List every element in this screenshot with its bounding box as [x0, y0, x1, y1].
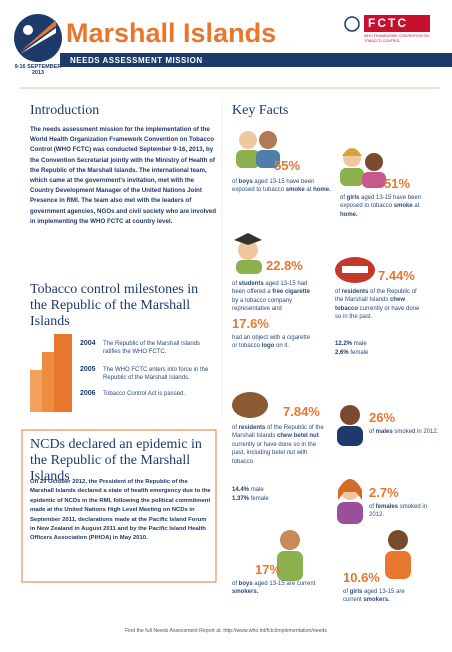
- fact-text: of males smoked in 2012.: [369, 428, 439, 436]
- text-run: of the Republic of the Marshall Islands: [335, 289, 417, 304]
- fact-value: 26%: [369, 410, 396, 425]
- milestone-year: 2006: [80, 390, 96, 397]
- text-run: boys: [238, 581, 253, 587]
- milestone-text: The Republic of the Marshall Islands rat…: [103, 341, 201, 356]
- text-run: of: [232, 581, 239, 587]
- breakdown-label: female: [250, 496, 269, 502]
- text-run: residents: [341, 289, 369, 295]
- text-run: aged 13-15 have been exposed to tobacco: [340, 195, 422, 210]
- text-run: on it.: [274, 343, 290, 350]
- text-run: females: [375, 504, 399, 510]
- fact-value: 17.6%: [232, 316, 269, 331]
- breakdown-value: 1.37%: [232, 496, 250, 502]
- fact-value: 17%: [255, 562, 282, 577]
- text-run: smoked in 2012.: [369, 504, 428, 519]
- breakdown: 2.6% female: [335, 349, 368, 357]
- section-title: Key Facts: [232, 103, 289, 118]
- text-run: chew tobacco: [335, 297, 406, 312]
- logo-caption: WHO FRAMEWORK CONVENTION ON TOBACCO CONT…: [364, 34, 429, 43]
- subtitle: NEEDS ASSESSMENT MISSION: [70, 56, 203, 65]
- text-run: by a tobacco company representative and: [232, 297, 293, 313]
- fact-text: of females smoked in 2012.: [369, 503, 439, 520]
- breakdown: 14.4% male: [232, 486, 264, 494]
- text-run: smoke: [285, 187, 305, 194]
- footer: Find the full Needs Assessment Report at…: [125, 628, 327, 634]
- fact-value: 7.44%: [378, 268, 415, 283]
- text-run: of: [232, 179, 239, 185]
- text-run: of: [232, 281, 239, 287]
- fact-value: 22.8%: [266, 258, 303, 273]
- fact-text: of residents of the Republic of the Mars…: [232, 424, 324, 466]
- fact-text: of boys aged 13-15 are current smokers.: [232, 580, 316, 597]
- text-run: of: [343, 589, 350, 595]
- breakdown-label: male: [250, 487, 264, 493]
- text-run: girls: [346, 195, 360, 201]
- section-title: NCDs declared an epidemic in the Republi…: [30, 437, 202, 484]
- breakdown-value: 12.2%: [335, 341, 353, 347]
- text-run: smokers.: [363, 597, 390, 604]
- text-run: logo: [261, 343, 275, 350]
- text-run: of: [335, 289, 342, 295]
- text-run: free cigarette: [272, 289, 310, 296]
- text-run: at: [304, 187, 314, 194]
- text-run: aged 13-15 are current: [343, 589, 405, 604]
- breakdown: 1.37% female: [232, 495, 269, 503]
- text-run: smoke: [393, 203, 413, 210]
- text-run: of the Republic of the Marshall Islands: [232, 425, 324, 440]
- text-run: currently or have done so in the past, i…: [232, 441, 317, 465]
- fact-value: 51%: [384, 176, 411, 191]
- text-run: aged 13-15 are current: [252, 581, 316, 587]
- milestone-text: The WHO FCTC enters into force in the Re…: [103, 367, 209, 382]
- text-run: of: [369, 429, 376, 435]
- text-run: males: [375, 429, 393, 435]
- breakdown-value: 2.6%: [335, 350, 349, 356]
- breakdown-label: male: [353, 341, 367, 347]
- text-run: chew betel nut: [277, 433, 319, 440]
- title: Marshall Islands: [66, 18, 277, 48]
- text-run: students: [238, 281, 264, 287]
- text-run: currently or have done so in the past.: [335, 305, 420, 321]
- text-run: of: [232, 425, 239, 431]
- breakdown-label: female: [350, 350, 369, 356]
- logo: FCTC: [368, 16, 408, 30]
- milestone-text: Tobacco Control Act is passed.: [103, 391, 186, 397]
- text-run: had an object with a cigarette or tobacc…: [232, 335, 311, 350]
- fact-value: 7.84%: [283, 404, 320, 419]
- text-run: aged 13-15 had been offered a: [232, 281, 308, 296]
- fact-text: of residents of the Republic of the Mars…: [335, 288, 421, 322]
- text-run: of: [369, 504, 376, 510]
- text-run: smoked in 2012.: [392, 429, 439, 435]
- text-run: residents: [238, 425, 266, 431]
- fact-text: of students aged 13-15 had been offered …: [232, 280, 316, 314]
- fact-text: of boys aged 13-15 have been exposed to …: [232, 178, 332, 195]
- text-run: girls: [349, 589, 363, 595]
- breakdown-value: 14.4%: [232, 487, 250, 493]
- breakdown: 12.2% male: [335, 340, 367, 348]
- fact-text: had an object with a cigarette or tobacc…: [232, 334, 316, 351]
- text-run: at: [412, 203, 420, 210]
- section-title: Introduction: [30, 103, 100, 118]
- date: 9-16 SEPTEMBER 2013: [14, 64, 62, 76]
- milestone-year: 2005: [80, 366, 96, 373]
- text-run: home.: [340, 211, 358, 218]
- fact-value: 10.6%: [343, 570, 380, 585]
- milestone-year: 2004: [80, 340, 96, 347]
- text-run: smokers.: [232, 589, 259, 596]
- text-run: of: [340, 195, 347, 201]
- fact-value: 2.7%: [369, 485, 399, 500]
- text-run: home.: [313, 187, 331, 194]
- section-title: Tobacco control milestones in the Republ…: [30, 282, 199, 329]
- text-run: boys: [238, 179, 253, 185]
- text-run: aged 13-15 have been exposed to tobacco: [232, 179, 315, 194]
- fact-text: of girls aged 13-15 have been exposed to…: [340, 194, 436, 219]
- fact-text: of girls aged 13-15 are current smokers.: [343, 588, 423, 605]
- paragraph: On 29 October 2012, the President of the…: [30, 479, 211, 542]
- fact-value: 55%: [274, 158, 301, 173]
- paragraph: The needs assessment mission for the imp…: [30, 126, 217, 225]
